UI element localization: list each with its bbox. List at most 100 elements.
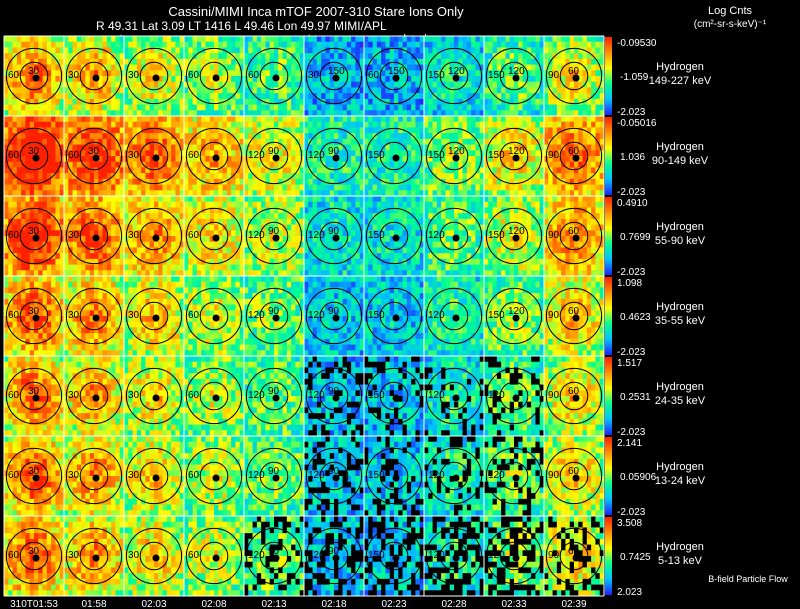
image-pixel: [218, 150, 223, 157]
image-pixel: [42, 196, 48, 203]
image-pixel: [458, 93, 463, 100]
image-pixel: [419, 184, 425, 191]
image-pixel: [106, 258, 112, 265]
image-pixel: [51, 127, 56, 134]
image-pixel: [51, 81, 56, 88]
image-pixel: [274, 213, 279, 220]
contour-label: 60: [8, 150, 20, 161]
image-pixel: [214, 87, 219, 94]
image-pixel: [128, 116, 133, 123]
image-pixel: [462, 116, 468, 123]
image-pixel: [46, 104, 52, 111]
image-pixel: [419, 190, 425, 197]
image-pixel: [256, 76, 262, 83]
image-pixel: [55, 241, 61, 248]
image-pixel: [274, 253, 279, 260]
image-pixel: [59, 236, 65, 243]
image-pixel: [479, 161, 485, 168]
image-pixel: [239, 213, 245, 220]
image-pixel: [244, 98, 249, 105]
image-pixel: [462, 121, 468, 128]
image-pixel: [89, 144, 95, 151]
image-pixel: [334, 150, 339, 157]
image-pixel: [445, 36, 451, 43]
image-pixel: [98, 247, 103, 254]
image-pixel: [89, 167, 95, 174]
image-pixel: [179, 64, 185, 71]
image-pixel: [55, 178, 61, 185]
image-pixel: [338, 110, 343, 117]
image-pixel: [436, 81, 442, 88]
image-pixel: [458, 98, 463, 105]
image-pixel: [424, 167, 429, 174]
image-pixel: [98, 98, 103, 105]
image-pixel: [115, 104, 121, 111]
image-pixel: [111, 241, 116, 248]
image-pixel: [188, 104, 193, 111]
image-pixel: [574, 173, 579, 180]
image-pixel: [411, 70, 416, 77]
image-pixel: [458, 87, 463, 94]
image-pixel: [261, 133, 266, 140]
image-pixel: [256, 253, 262, 260]
image-pixel: [111, 264, 116, 271]
image-pixel: [441, 93, 446, 100]
image-pixel: [145, 253, 151, 260]
image-pixel: [265, 224, 271, 231]
image-pixel: [252, 167, 258, 174]
contour-outer: [485, 127, 543, 185]
image-pixel: [222, 98, 228, 105]
image-pixel: [582, 110, 588, 117]
image-pixel: [496, 110, 502, 117]
image-pixel: [308, 53, 313, 60]
image-pixel: [231, 138, 236, 145]
image-pixel: [188, 110, 193, 117]
image-pixel: [12, 236, 18, 243]
image-pixel: [59, 230, 65, 237]
image-pixel: [248, 127, 253, 134]
image-pixel: [64, 116, 69, 123]
image-pixel: [599, 178, 605, 185]
image-pixel: [338, 81, 343, 88]
image-pixel: [466, 121, 472, 128]
image-pixel: [278, 144, 283, 151]
image-pixel: [239, 207, 245, 214]
image-pixel: [205, 173, 211, 180]
image-pixel: [424, 190, 429, 197]
image-pixel: [64, 196, 69, 203]
image-pixel: [261, 247, 266, 254]
image-pixel: [505, 70, 511, 77]
image-pixel: [274, 64, 279, 71]
image-pixel: [196, 36, 202, 43]
image-pixel: [46, 64, 52, 71]
contour-outer: [245, 127, 303, 185]
image-pixel: [226, 184, 232, 191]
image-pixel: [4, 241, 9, 248]
image-pixel: [21, 150, 26, 157]
image-pixel: [119, 104, 125, 111]
image-pixel: [312, 156, 318, 163]
image-pixel: [239, 270, 245, 277]
image-pixel: [55, 230, 61, 237]
image-pixel: [454, 36, 459, 43]
image-pixel: [98, 110, 103, 117]
image-pixel: [325, 156, 331, 163]
image-pixel: [479, 133, 485, 140]
image-pixel: [471, 178, 476, 185]
image-pixel: [179, 133, 185, 140]
image-pixel: [94, 247, 99, 254]
image-pixel: [574, 81, 579, 88]
image-pixel: [179, 47, 185, 54]
image-pixel: [136, 47, 142, 54]
image-pixel: [308, 76, 313, 83]
image-pixel: [226, 41, 232, 48]
image-pixel: [34, 224, 39, 231]
image-pixel: [64, 247, 69, 254]
saturn-marker: [452, 154, 460, 162]
image-pixel: [565, 64, 571, 71]
image-pixel: [136, 167, 142, 174]
image-pixel: [274, 230, 279, 237]
image-pixel: [509, 173, 515, 180]
image-pixel: [59, 207, 65, 214]
image-pixel: [535, 150, 541, 157]
